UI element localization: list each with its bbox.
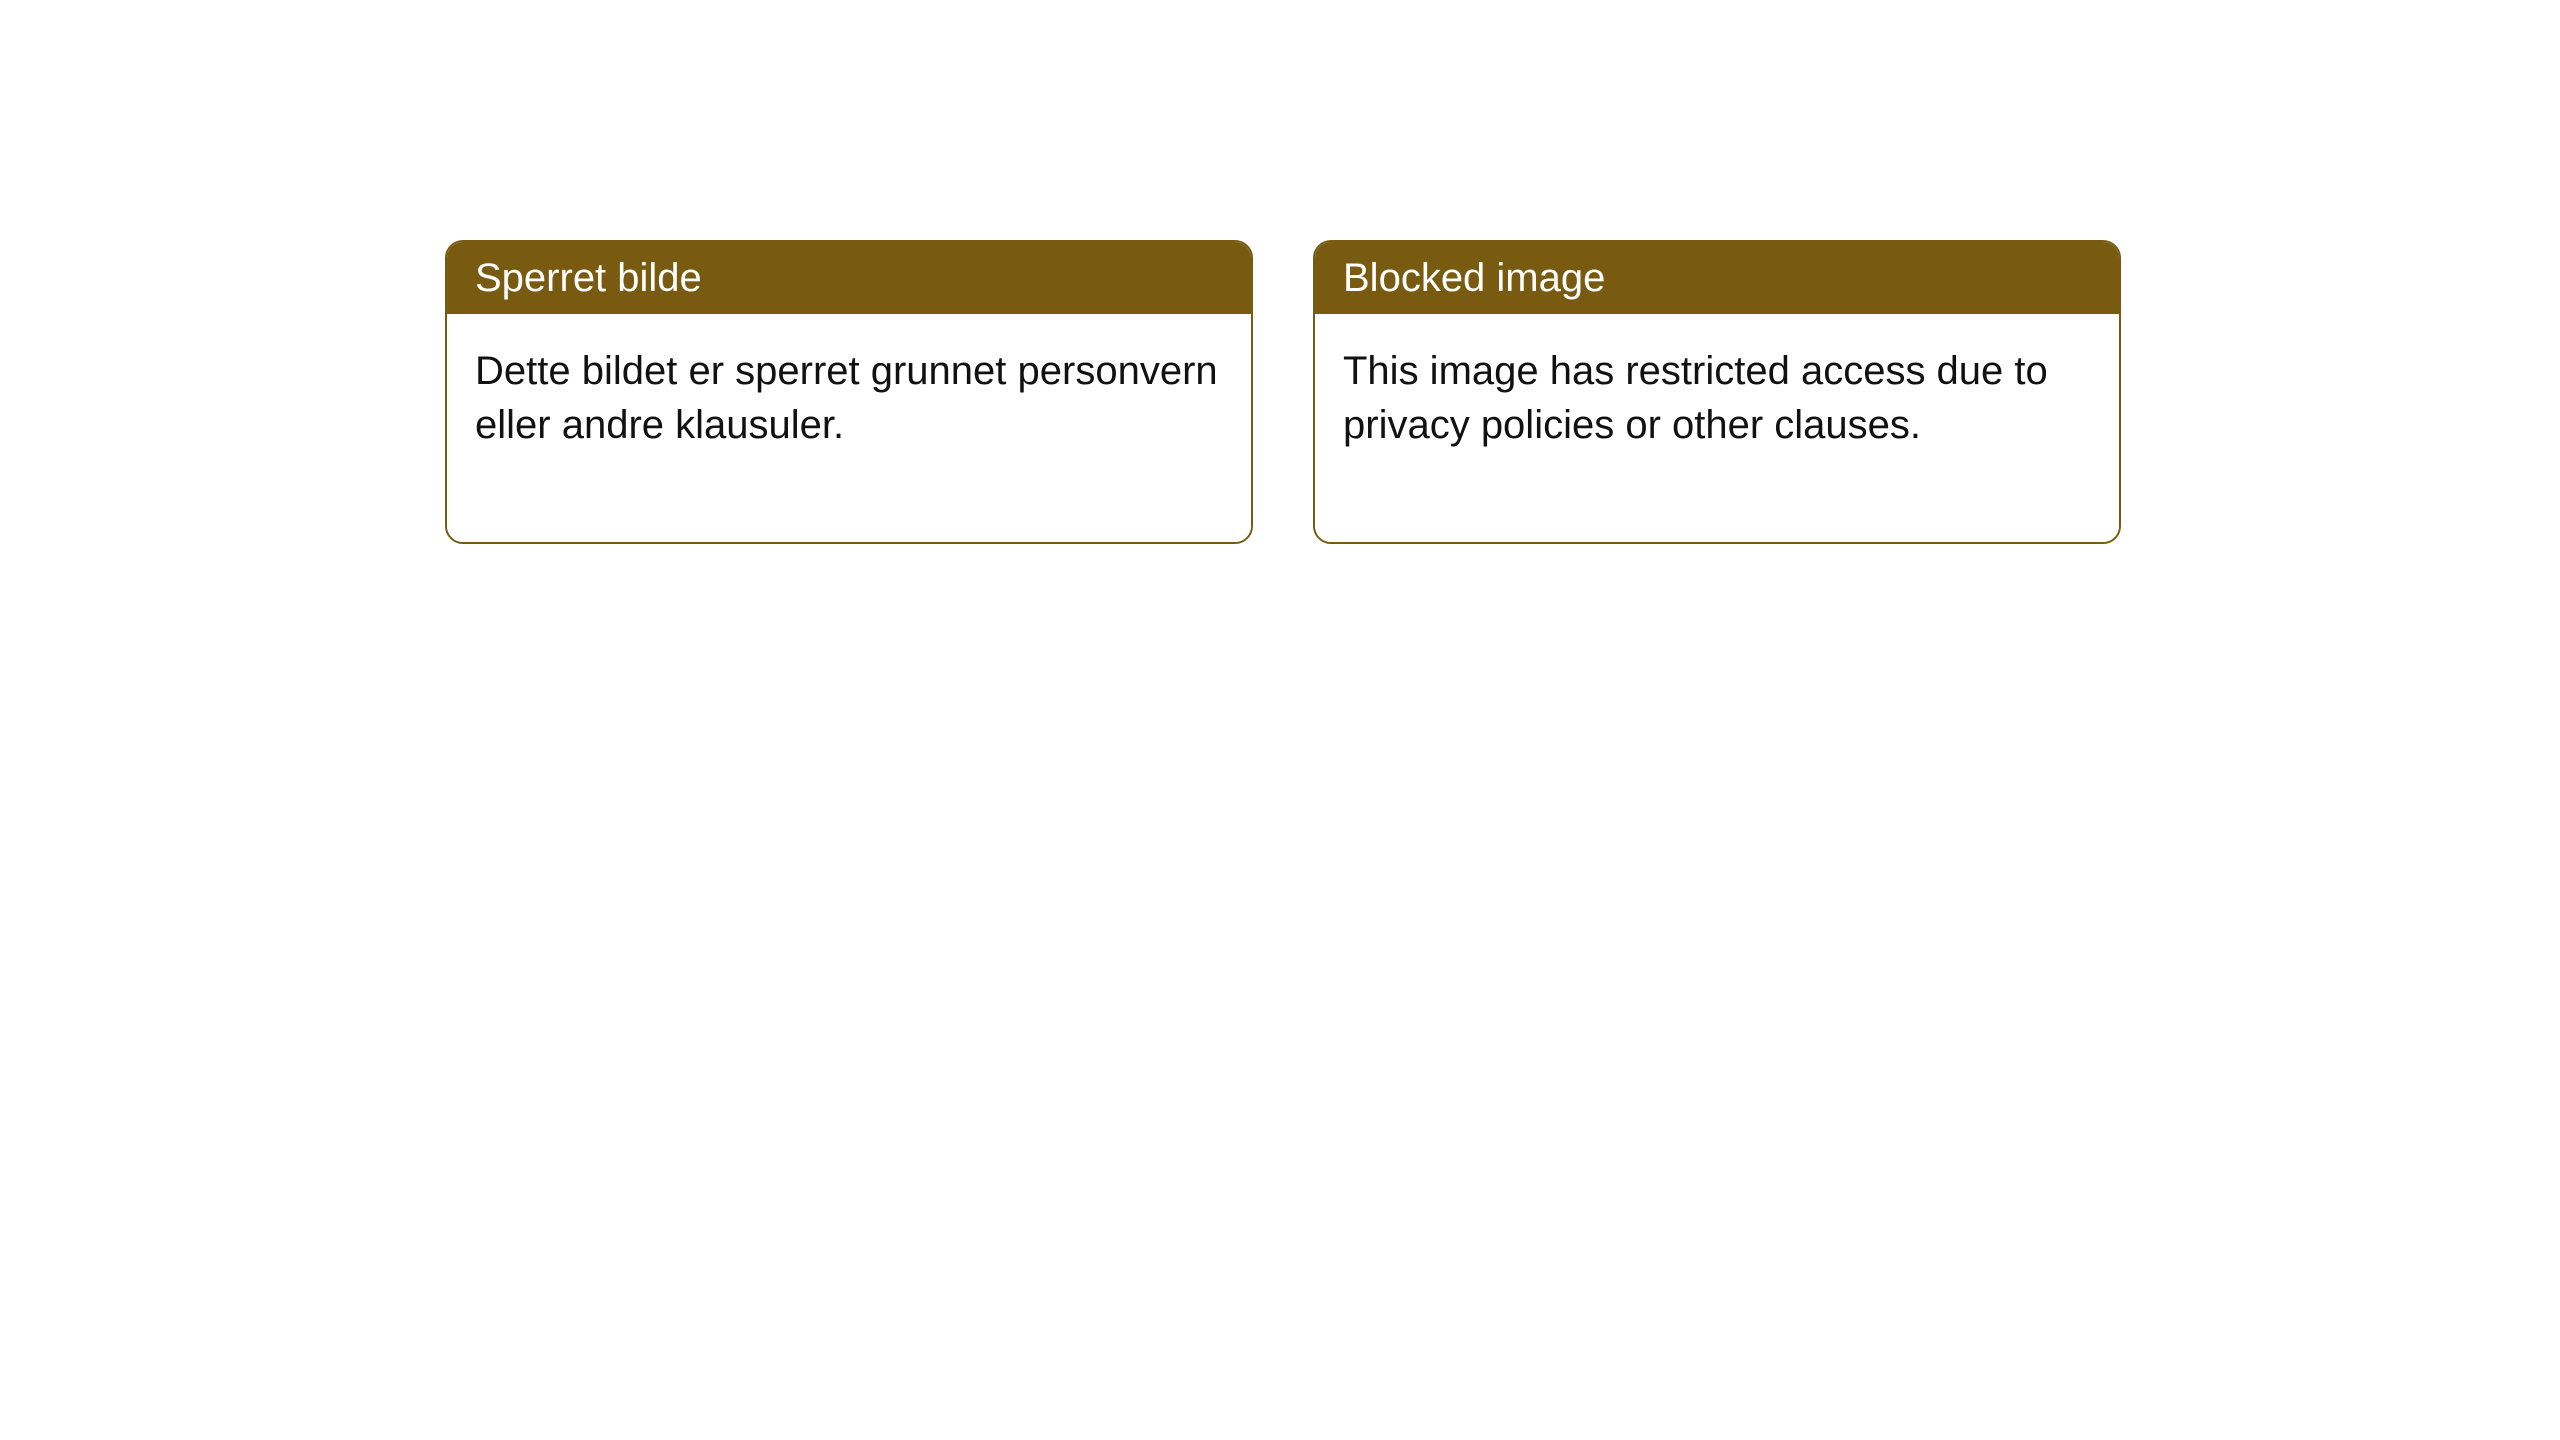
card-message-norwegian: Dette bildet er sperret grunnet personve… bbox=[475, 349, 1218, 447]
card-message-english: This image has restricted access due to … bbox=[1343, 349, 2048, 447]
card-title-english: Blocked image bbox=[1343, 256, 1605, 300]
card-body-english: This image has restricted access due to … bbox=[1315, 314, 2119, 542]
card-body-norwegian: Dette bildet er sperret grunnet personve… bbox=[447, 314, 1251, 542]
notice-card-norwegian: Sperret bilde Dette bildet er sperret gr… bbox=[445, 240, 1253, 544]
card-header-english: Blocked image bbox=[1315, 242, 2119, 314]
card-title-norwegian: Sperret bilde bbox=[475, 256, 702, 300]
card-header-norwegian: Sperret bilde bbox=[447, 242, 1251, 314]
notice-container: Sperret bilde Dette bildet er sperret gr… bbox=[445, 240, 2121, 544]
notice-card-english: Blocked image This image has restricted … bbox=[1313, 240, 2121, 544]
